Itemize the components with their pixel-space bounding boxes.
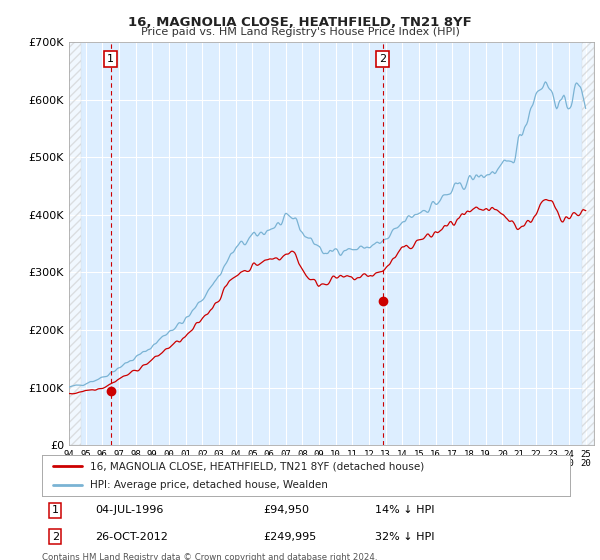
Text: 2: 2: [379, 54, 386, 64]
Text: HPI: Average price, detached house, Wealden: HPI: Average price, detached house, Weal…: [89, 480, 328, 489]
Text: 16, MAGNOLIA CLOSE, HEATHFIELD, TN21 8YF (detached house): 16, MAGNOLIA CLOSE, HEATHFIELD, TN21 8YF…: [89, 461, 424, 471]
Text: 14% ↓ HPI: 14% ↓ HPI: [374, 505, 434, 515]
Text: 04-JUL-1996: 04-JUL-1996: [95, 505, 163, 515]
Text: Contains HM Land Registry data © Crown copyright and database right 2024.
This d: Contains HM Land Registry data © Crown c…: [42, 553, 377, 560]
Text: 1: 1: [52, 505, 59, 515]
Text: £94,950: £94,950: [264, 505, 310, 515]
Text: Price paid vs. HM Land Registry's House Price Index (HPI): Price paid vs. HM Land Registry's House …: [140, 27, 460, 37]
Text: 1: 1: [107, 54, 114, 64]
Text: £249,995: £249,995: [264, 531, 317, 542]
Text: 26-OCT-2012: 26-OCT-2012: [95, 531, 167, 542]
Text: 2: 2: [52, 531, 59, 542]
Text: 16, MAGNOLIA CLOSE, HEATHFIELD, TN21 8YF: 16, MAGNOLIA CLOSE, HEATHFIELD, TN21 8YF: [128, 16, 472, 29]
Text: 32% ↓ HPI: 32% ↓ HPI: [374, 531, 434, 542]
